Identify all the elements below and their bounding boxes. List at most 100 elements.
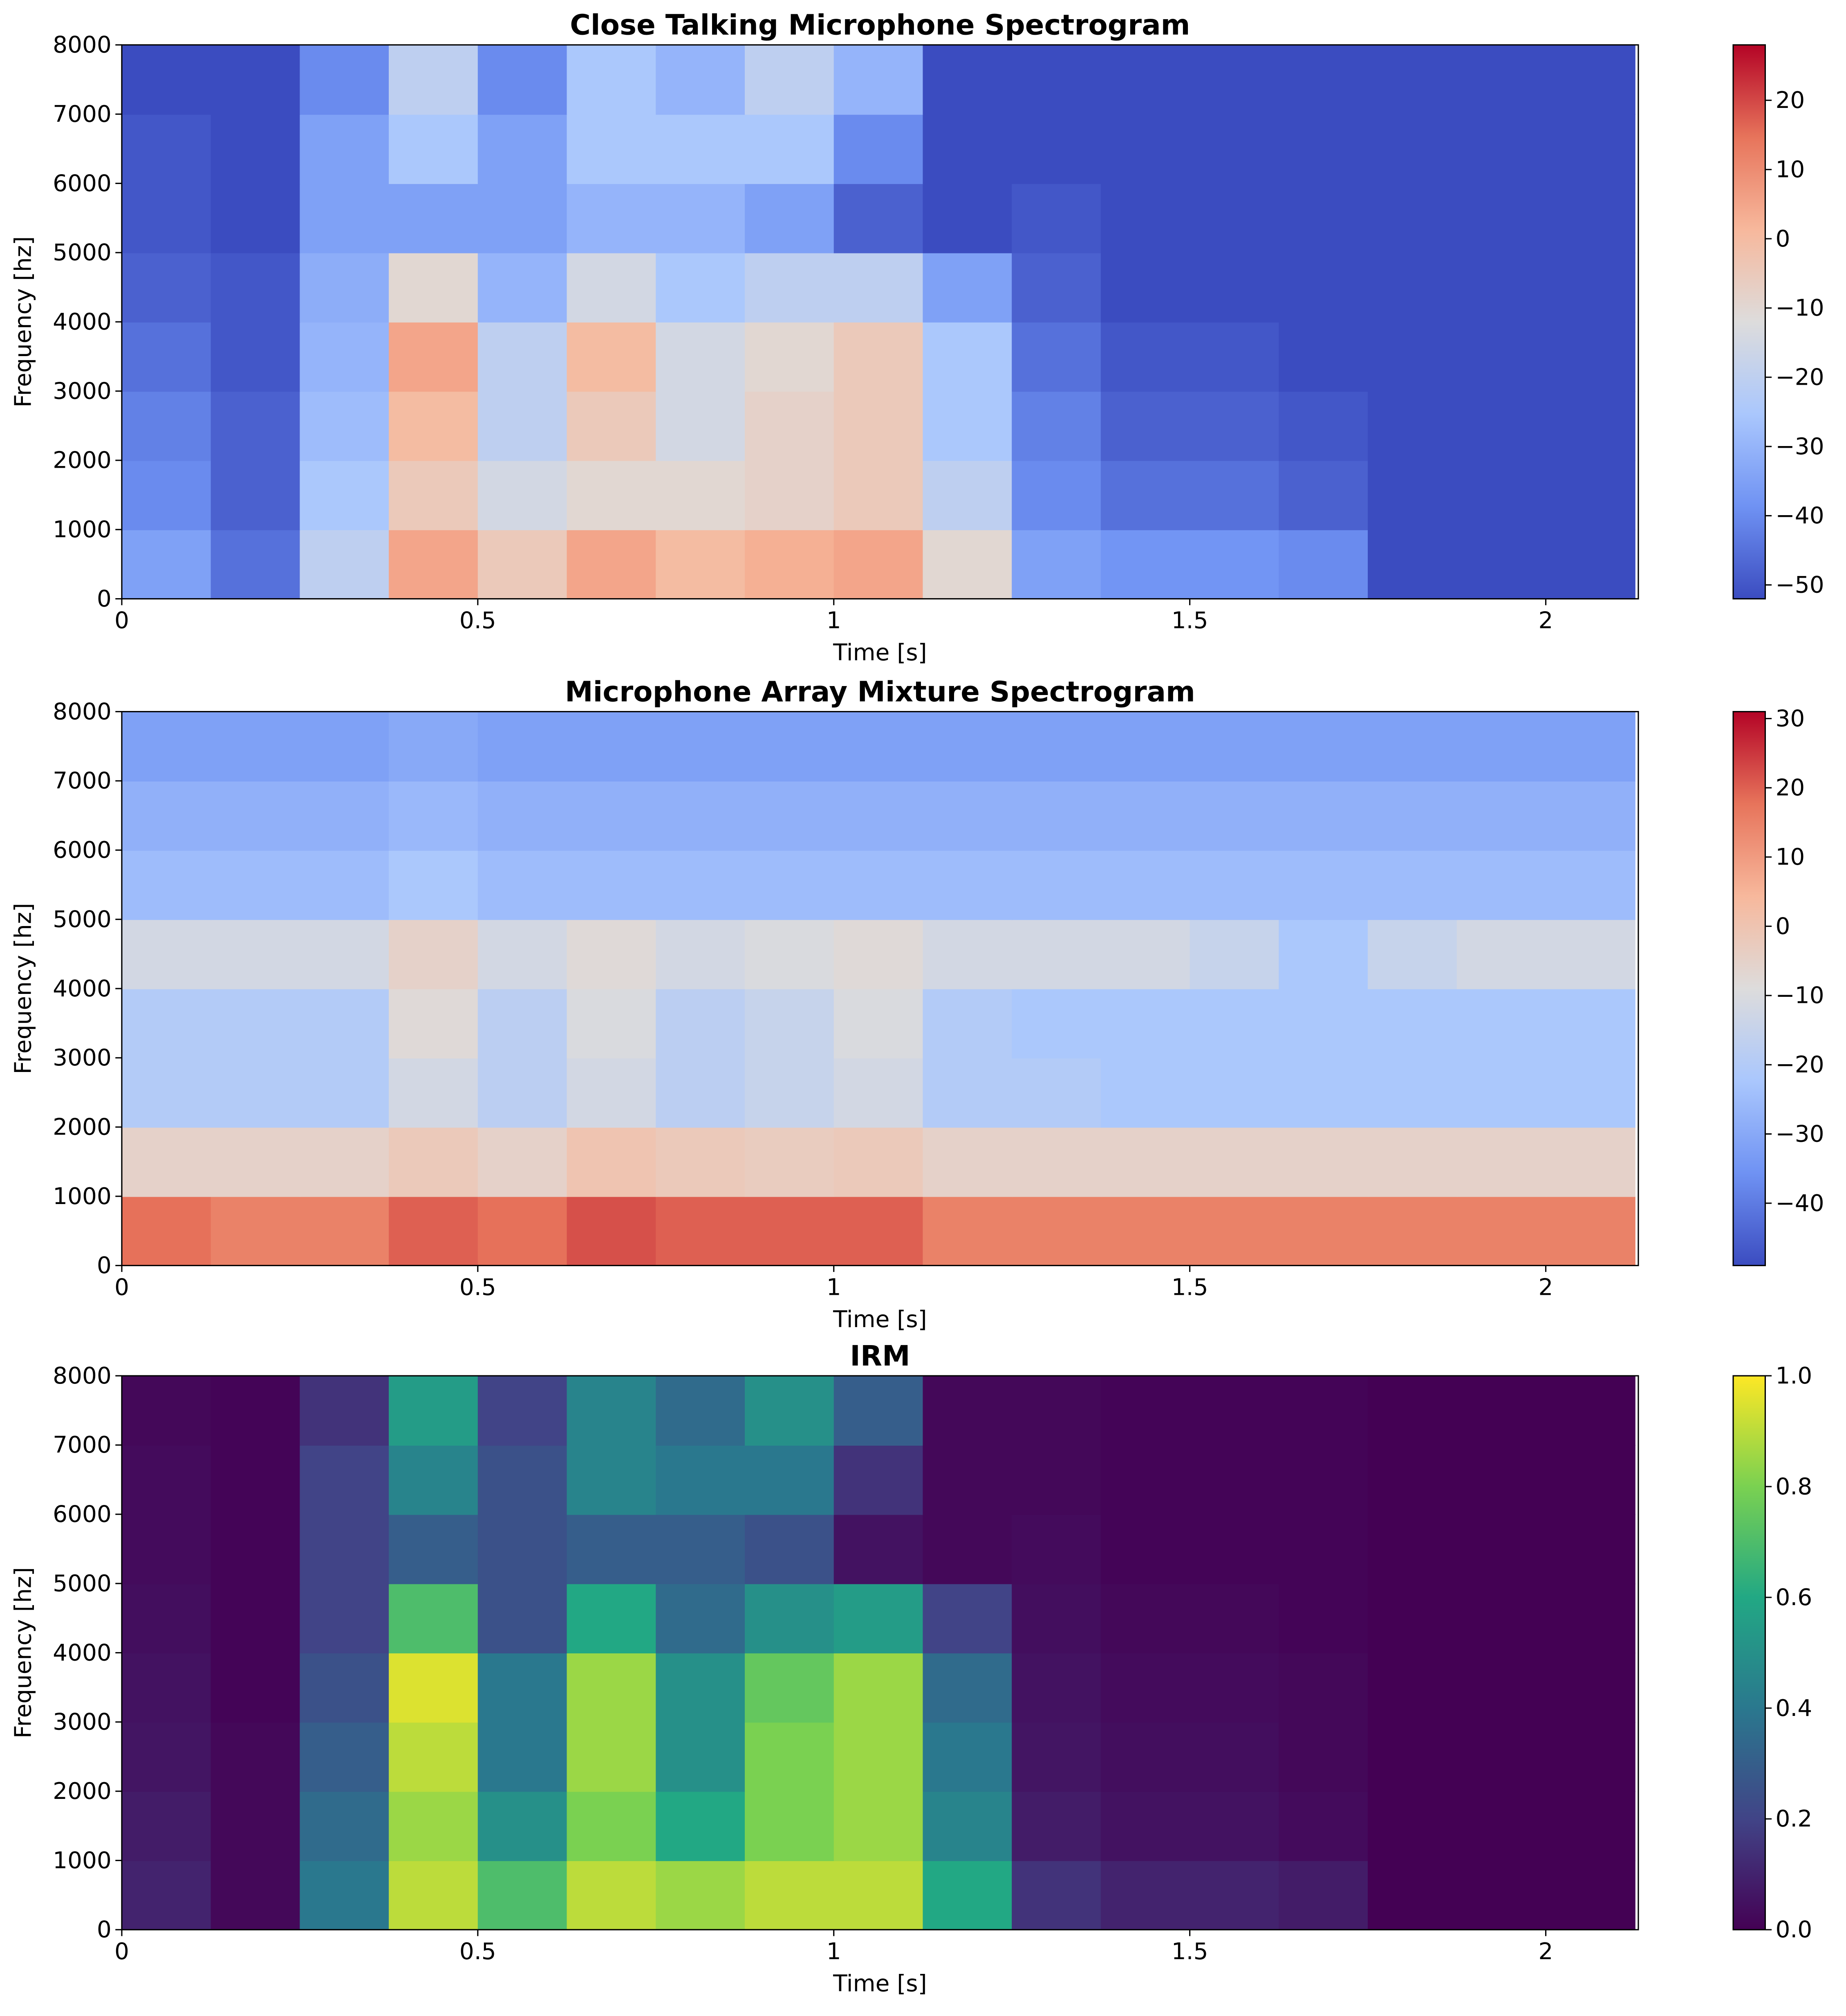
heatmap-cell — [833, 1860, 924, 1931]
heatmap-cell — [300, 711, 390, 782]
heatmap-cell — [567, 1514, 656, 1584]
heatmap-cell — [1100, 1722, 1191, 1792]
heatmap-cell — [1279, 850, 1369, 920]
heatmap-cell — [1368, 1860, 1458, 1931]
x-tick-label: 0.5 — [459, 608, 496, 634]
heatmap-cell — [1012, 45, 1102, 115]
heatmap-cell — [923, 1058, 1013, 1128]
x-axis-label: Time [s] — [833, 639, 927, 666]
heatmap-cell — [1456, 391, 1547, 461]
heatmap-cell — [744, 252, 835, 323]
heatmap-cell — [656, 780, 746, 851]
heatmap-cell — [477, 322, 568, 392]
heatmap-cell — [744, 988, 835, 1058]
y-tick-label: 3000 — [53, 1709, 112, 1736]
heatmap-cell — [121, 1514, 212, 1584]
heatmap-cell — [389, 45, 479, 115]
heatmap-cell — [211, 114, 300, 184]
heatmap-cell — [923, 1583, 1013, 1654]
heatmap-cell — [923, 780, 1013, 851]
x-tick-label: 0 — [114, 608, 129, 634]
y-tick-label: 6000 — [53, 837, 112, 863]
colorbar-tick-label: −30 — [1776, 1121, 1824, 1147]
heatmap-cell — [1279, 45, 1369, 115]
heatmap-cell — [1456, 252, 1547, 323]
heatmap-cell — [833, 45, 924, 115]
colorbar-tick-label: 20 — [1776, 775, 1805, 801]
chart-title: IRM — [850, 1340, 910, 1372]
heatmap-cell — [1012, 1653, 1102, 1723]
colorbar-tick-label: 0.8 — [1776, 1473, 1812, 1500]
heatmap-cell — [744, 1791, 835, 1861]
heatmap-cell — [1012, 1196, 1102, 1266]
heatmap-cell — [477, 919, 568, 989]
heatmap-cell — [389, 1127, 479, 1197]
heatmap-cell — [1279, 322, 1369, 392]
heatmap-cell — [300, 1127, 390, 1197]
y-tick-label: 6000 — [53, 170, 112, 197]
heatmap-cell — [923, 322, 1013, 392]
chart-title: Close Talking Microphone Spectrogram — [570, 9, 1190, 42]
heatmap-cell — [389, 1653, 479, 1723]
heatmap-cell — [477, 529, 568, 600]
heatmap-cell — [567, 1127, 656, 1197]
heatmap-cell — [656, 1791, 746, 1861]
heatmap-cell — [1190, 1127, 1279, 1197]
heatmap-cell — [1456, 1653, 1547, 1723]
heatmap-cell — [1456, 711, 1547, 782]
heatmap-cell — [833, 322, 924, 392]
heatmap-cell — [1456, 529, 1547, 600]
heatmap-cell — [1546, 1860, 1635, 1931]
heatmap-cell — [1546, 529, 1635, 600]
heatmap-cell — [656, 919, 746, 989]
y-tick-label: 6000 — [53, 1501, 112, 1528]
heatmap-cell — [477, 1196, 568, 1266]
colorbar-tick-label: −50 — [1776, 572, 1824, 599]
colorbar-tick-label: 20 — [1776, 87, 1805, 114]
heatmap-cell — [567, 529, 656, 600]
heatmap-cell — [1190, 1653, 1279, 1723]
heatmap-cell — [1100, 1860, 1191, 1931]
heatmap-cell — [1100, 988, 1191, 1058]
heatmap-cell — [833, 114, 924, 184]
heatmap-cell — [744, 1376, 835, 1446]
heatmap-cell — [1012, 529, 1102, 600]
heatmap-cell — [211, 1583, 300, 1654]
heatmap-cell — [1012, 252, 1102, 323]
heatmap-cell — [1190, 1514, 1279, 1584]
heatmap-cell — [1012, 114, 1102, 184]
colorbar-tick-label: 10 — [1776, 844, 1805, 870]
heatmap-cell — [1368, 1653, 1458, 1723]
heatmap-cell — [1546, 45, 1635, 115]
heatmap-cell — [211, 45, 300, 115]
heatmap-cell — [1012, 780, 1102, 851]
heatmap-cell — [1279, 1514, 1369, 1584]
heatmap-cell — [744, 114, 835, 184]
heatmap-cell — [477, 711, 568, 782]
heatmap-cell — [121, 45, 212, 115]
x-tick-label: 0.5 — [459, 1274, 496, 1301]
x-tick-label: 0 — [114, 1938, 129, 1965]
heatmap-cell — [833, 1127, 924, 1197]
heatmap-cell — [1190, 1058, 1279, 1128]
heatmap-cell — [1279, 460, 1369, 530]
heatmap-cell — [1456, 460, 1547, 530]
heatmap-cell — [389, 183, 479, 253]
heatmap-cell — [121, 1653, 212, 1723]
heatmap-cell — [744, 1653, 835, 1723]
heatmap-cell — [1190, 1196, 1279, 1266]
heatmap-cell — [1456, 1058, 1547, 1128]
heatmap-cell — [1456, 919, 1547, 989]
heatmap-cell — [923, 114, 1013, 184]
heatmap-cell — [567, 252, 656, 323]
heatmap-cell — [656, 1583, 746, 1654]
heatmap-cell — [923, 711, 1013, 782]
heatmap-cell — [923, 45, 1013, 115]
heatmap-cell — [833, 780, 924, 851]
heatmap-cell — [1012, 1445, 1102, 1515]
heatmap-cell — [744, 1722, 835, 1792]
heatmap-cell — [923, 850, 1013, 920]
heatmap-cell — [1100, 1058, 1191, 1128]
heatmap-cell — [1279, 1058, 1369, 1128]
